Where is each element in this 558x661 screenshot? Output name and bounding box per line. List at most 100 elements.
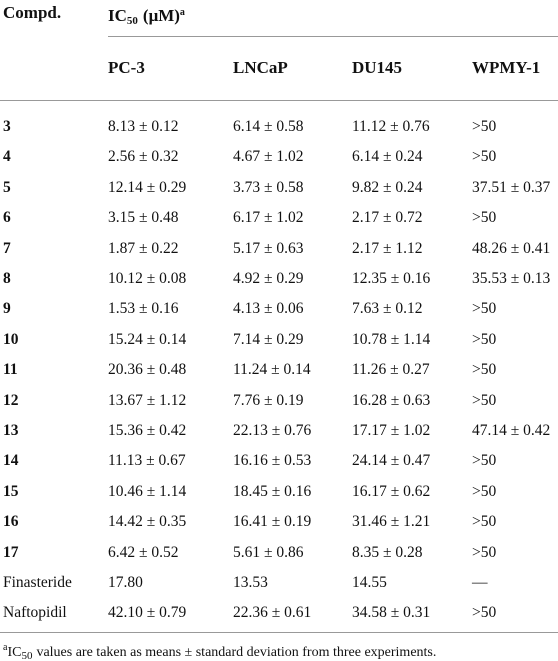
- cell: 12.14 ± 0.29: [108, 178, 187, 196]
- compound: 8: [3, 270, 11, 287]
- compound: 4: [3, 148, 11, 166]
- footnote-text: values are taken as means ± standard dev…: [36, 645, 437, 660]
- cell: >50: [472, 391, 497, 409]
- cell: 35.53 ± 0.13: [472, 270, 551, 287]
- cell: 4.92 ± 0.29: [233, 270, 304, 287]
- cell: 31.46 ± 1.21: [352, 513, 431, 531]
- cell: >50: [472, 118, 497, 135]
- cell: 16.28 ± 0.63: [352, 391, 431, 409]
- cell: >50: [472, 543, 497, 561]
- ic50-sub: 50: [126, 15, 138, 27]
- compound: 14: [3, 452, 19, 470]
- cell: >50: [472, 361, 497, 379]
- cell: 14.55: [352, 574, 387, 591]
- footnote: aIC50 values are taken as means ± standar…: [3, 638, 436, 661]
- column-header: DU145: [352, 58, 403, 77]
- compound: 5: [3, 178, 11, 196]
- compound: 3: [3, 118, 11, 135]
- cell: 5.17 ± 0.63: [233, 239, 304, 257]
- cell: 3.73 ± 0.58: [233, 178, 304, 196]
- cell: 42.10 ± 0.79: [108, 604, 187, 622]
- cell: 48.26 ± 0.41: [472, 239, 551, 257]
- compound: 7: [3, 239, 11, 257]
- cell: 47.14 ± 0.42: [472, 422, 551, 439]
- cell: 18.45 ± 0.16: [233, 482, 312, 500]
- cell: 11.13 ± 0.67: [108, 452, 186, 470]
- rule: [108, 36, 558, 37]
- compd-header: Compd.: [3, 3, 62, 22]
- cell: 11.12 ± 0.76: [352, 118, 430, 135]
- column-header: WPMY-1: [472, 58, 541, 77]
- cell: 6.42 ± 0.52: [108, 543, 179, 561]
- compound: 12: [3, 391, 19, 409]
- cell: 7.76 ± 0.19: [233, 391, 304, 409]
- cell: 20.36 ± 0.48: [108, 361, 187, 379]
- cell: >50: [472, 148, 497, 166]
- cell: 2.17 ± 0.72: [352, 209, 423, 227]
- compound: Naftopidil: [3, 604, 67, 622]
- compound: 17: [3, 543, 19, 561]
- cell: 9.82 ± 0.24: [352, 178, 423, 196]
- rule: [0, 632, 558, 633]
- cell: 10.78 ± 1.14: [352, 330, 431, 348]
- footnote-mark: a: [3, 642, 8, 653]
- cell: 8.13 ± 0.12: [108, 118, 179, 135]
- cell: 11.24 ± 0.14: [233, 361, 311, 379]
- footnote-sub: 50: [21, 650, 33, 661]
- cell: 4.67 ± 1.02: [233, 148, 304, 166]
- compound: 11: [3, 361, 18, 379]
- cell: 6.14 ± 0.58: [233, 118, 304, 135]
- cell: 4.13 ± 0.06: [233, 300, 304, 318]
- cell: 12.35 ± 0.16: [352, 270, 431, 287]
- cell: 16.41 ± 0.19: [233, 513, 312, 531]
- cell: 6.17 ± 1.02: [233, 209, 304, 227]
- cell: 10.46 ± 1.14: [108, 482, 187, 500]
- cell: 16.17 ± 0.62: [352, 482, 431, 500]
- cell: >50: [472, 604, 497, 622]
- cell: 22.13 ± 0.76: [233, 422, 312, 439]
- cell: >50: [472, 482, 497, 500]
- compound: 13: [3, 422, 19, 439]
- cell: 17.80: [108, 574, 143, 591]
- compound: Finasteride: [3, 574, 72, 591]
- cell: 22.36 ± 0.61: [233, 604, 312, 622]
- cell: 7.63 ± 0.12: [352, 300, 423, 318]
- ic50-header: IC50 (μM)a: [108, 3, 185, 31]
- column-header: PC-3: [108, 58, 145, 77]
- column-header: LNCaP: [233, 58, 288, 77]
- cell: 2.17 ± 1.12: [352, 239, 423, 257]
- cell: 34.58 ± 0.31: [352, 604, 431, 622]
- cell: 15.36 ± 0.42: [108, 422, 187, 439]
- cell: 2.56 ± 0.32: [108, 148, 179, 166]
- cell: 7.14 ± 0.29: [233, 330, 304, 348]
- cell: >50: [472, 513, 497, 531]
- compound: 6: [3, 209, 11, 227]
- compound: 9: [3, 300, 11, 318]
- compound: 15: [3, 482, 19, 500]
- cell: 10.12 ± 0.08: [108, 270, 187, 287]
- cell: 5.61 ± 0.86: [233, 543, 304, 561]
- ic50-unit: (μM): [142, 6, 180, 25]
- cell: 3.15 ± 0.48: [108, 209, 179, 227]
- cell: 37.51 ± 0.37: [472, 178, 551, 196]
- cell: —: [472, 574, 488, 591]
- cell: 17.17 ± 1.02: [352, 422, 431, 439]
- ic50-main: IC: [108, 6, 127, 25]
- cell: 13.67 ± 1.12: [108, 391, 187, 409]
- compound: 16: [3, 513, 19, 531]
- cell: 24.14 ± 0.47: [352, 452, 431, 470]
- rule: [0, 100, 558, 101]
- cell: 15.24 ± 0.14: [108, 330, 187, 348]
- cell: 14.42 ± 0.35: [108, 513, 187, 531]
- cell: 8.35 ± 0.28: [352, 543, 423, 561]
- cell: 16.16 ± 0.53: [233, 452, 312, 470]
- compound: 10: [3, 330, 19, 348]
- cell: 11.26 ± 0.27: [352, 361, 430, 379]
- cell: 6.14 ± 0.24: [352, 148, 423, 166]
- cell: >50: [472, 452, 497, 470]
- cell: >50: [472, 300, 497, 318]
- cell: >50: [472, 209, 497, 227]
- cell: 1.53 ± 0.16: [108, 300, 179, 318]
- cell: 1.87 ± 0.22: [108, 239, 179, 257]
